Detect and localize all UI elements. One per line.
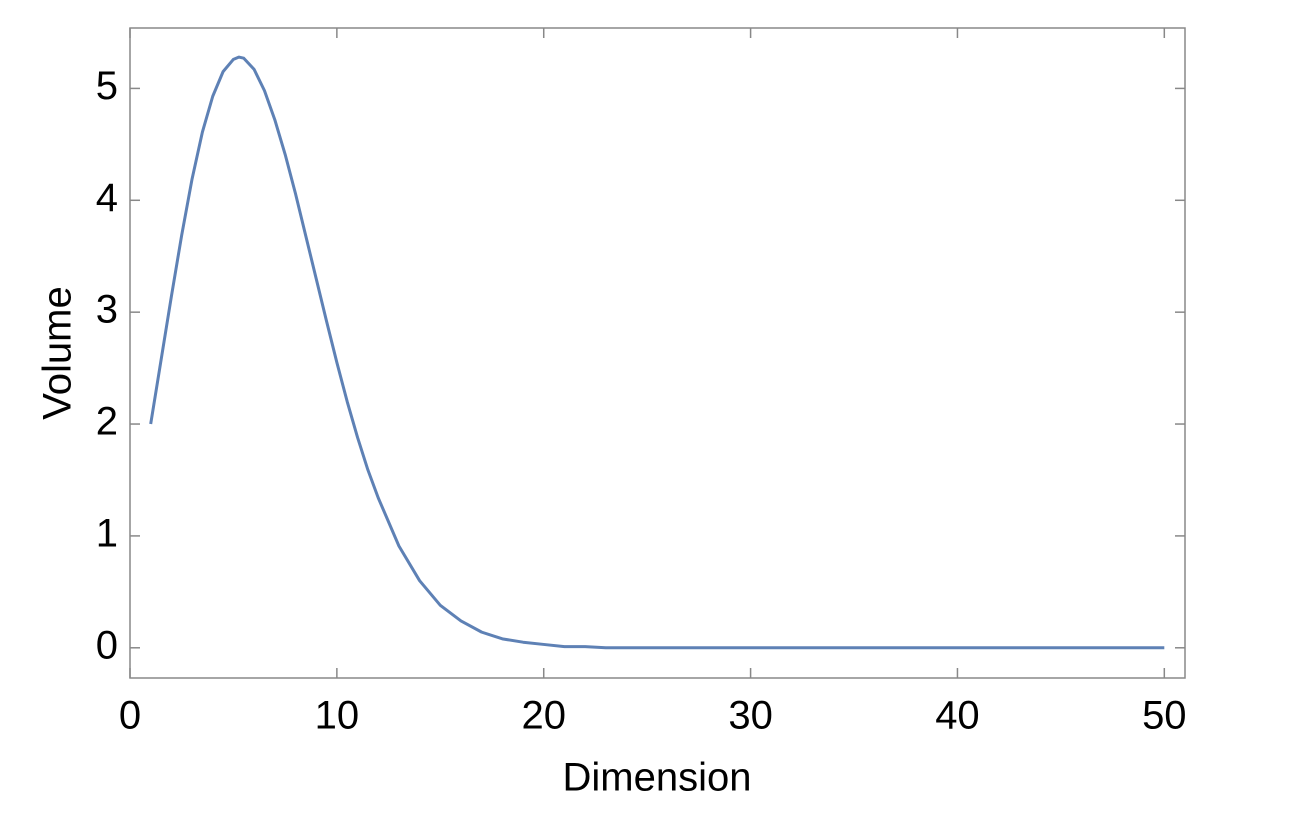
x-tick-label: 20 <box>521 694 566 738</box>
y-tick-label: 3 <box>96 288 118 332</box>
x-tick-label: 0 <box>119 694 141 738</box>
x-tick-label: 40 <box>935 694 980 738</box>
y-axis-label: Volume <box>36 286 80 419</box>
x-axis-label: Dimension <box>563 756 752 800</box>
y-tick-label: 4 <box>96 176 118 220</box>
x-tick-label: 30 <box>728 694 773 738</box>
plot-frame <box>129 27 1186 679</box>
y-tick-label: 2 <box>96 400 118 444</box>
y-tick-label: 1 <box>96 511 118 555</box>
y-tick-label: 0 <box>96 623 118 667</box>
y-tick-label: 5 <box>96 64 118 108</box>
x-tick-label: 10 <box>315 694 360 738</box>
x-tick-label: 50 <box>1142 694 1187 738</box>
line-series <box>149 55 1165 650</box>
